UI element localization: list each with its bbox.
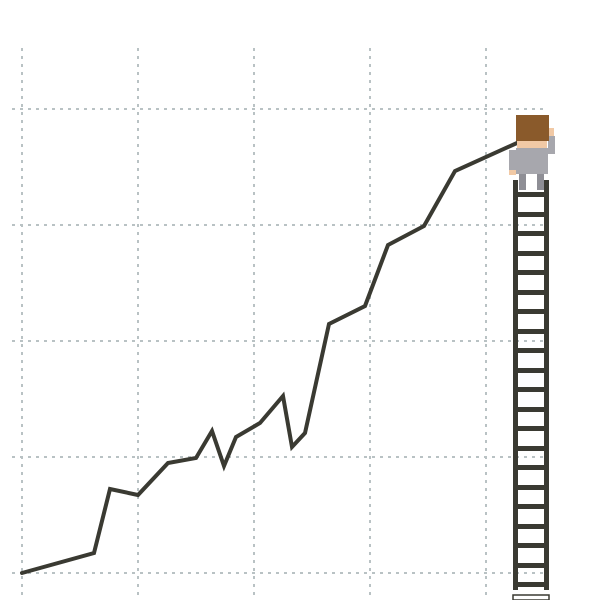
ladder-rung bbox=[513, 329, 549, 334]
ladder-rung bbox=[513, 192, 549, 197]
ladder-rung bbox=[513, 270, 549, 275]
climber-hand bbox=[509, 170, 516, 175]
ladder-rung bbox=[513, 446, 549, 451]
ladder-rung bbox=[513, 309, 549, 314]
ladder-rung bbox=[513, 348, 549, 353]
climber-leg bbox=[537, 172, 544, 190]
ladder-base-block bbox=[512, 594, 550, 600]
ladder-rung bbox=[513, 563, 549, 568]
ladder-rung bbox=[513, 407, 549, 412]
climber bbox=[509, 115, 555, 190]
growth-line bbox=[20, 141, 519, 575]
ladder-rung bbox=[513, 504, 549, 509]
ladder-rung bbox=[513, 251, 549, 256]
ladder-rung bbox=[513, 465, 549, 470]
ladder-rung bbox=[513, 582, 549, 587]
ladder-rungs bbox=[513, 192, 549, 587]
climber-arm bbox=[509, 150, 516, 172]
ladder-left-rail bbox=[513, 180, 518, 590]
ladder-rung bbox=[513, 387, 549, 392]
climber-arm bbox=[548, 136, 555, 154]
ladder-rung bbox=[513, 231, 549, 236]
ladder-rung bbox=[513, 485, 549, 490]
climber-hair bbox=[516, 115, 549, 141]
ladder-rung bbox=[513, 290, 549, 295]
ladder-rung bbox=[513, 368, 549, 373]
ladder-right-rail bbox=[544, 180, 549, 590]
climber-body bbox=[516, 148, 548, 174]
ladder-rung bbox=[513, 426, 549, 431]
ladder-rung bbox=[513, 524, 549, 529]
ladder bbox=[513, 180, 549, 590]
grid bbox=[12, 48, 548, 600]
ladder-rung bbox=[513, 543, 549, 548]
climber-leg bbox=[519, 172, 526, 190]
climber-face bbox=[517, 139, 547, 148]
climber-hand bbox=[548, 128, 554, 136]
ladder-rung bbox=[513, 212, 549, 217]
